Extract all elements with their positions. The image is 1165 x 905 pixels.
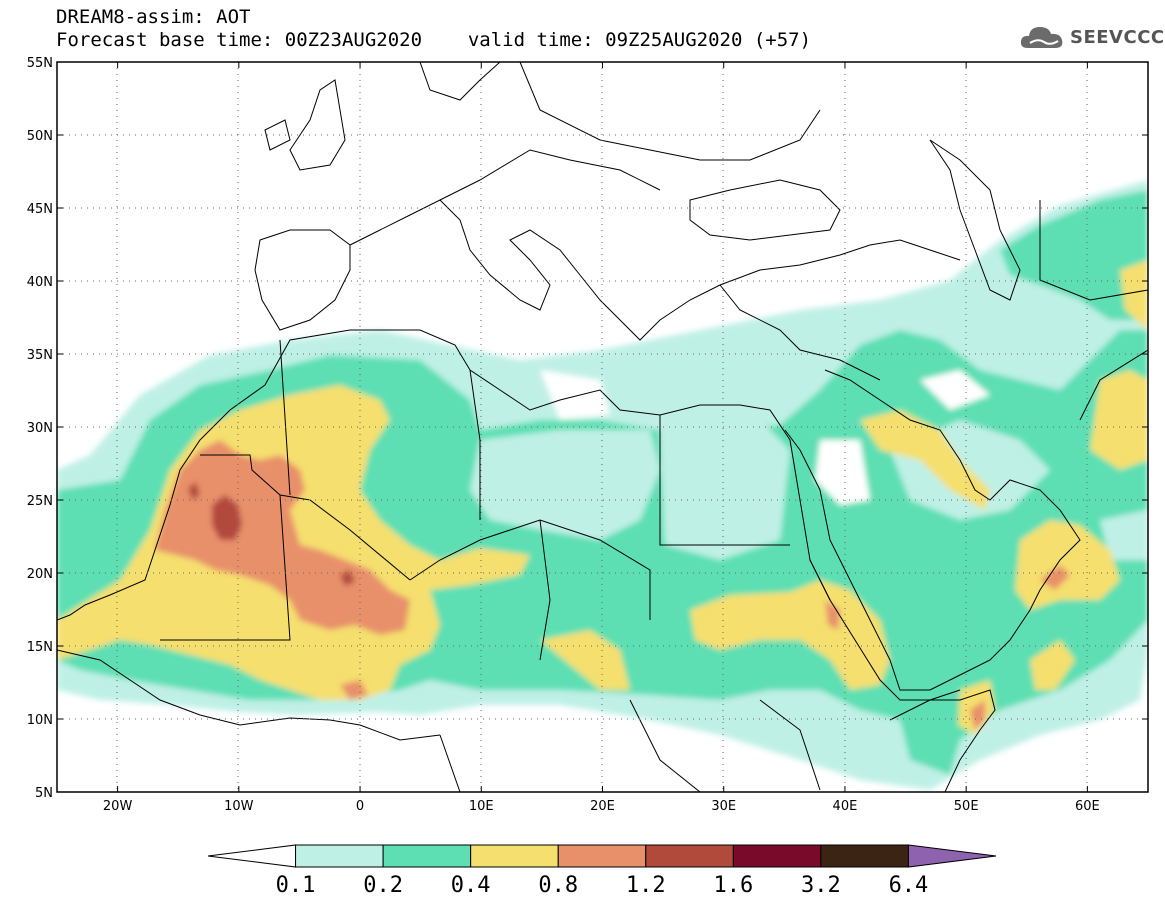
lon-tick-label: 50E (954, 799, 979, 814)
aot-contour-fields (57, 62, 1148, 792)
colorbar-swatch (382, 844, 472, 868)
lat-tick-label: 25N (27, 494, 53, 509)
colorbar-level-label: 1.2 (626, 873, 666, 898)
nile-red-sea-border (659, 415, 790, 546)
sahara-borders (160, 454, 291, 641)
iberia-coastline (254, 229, 351, 331)
aot-band-1.2 (212, 495, 242, 540)
lat-tick-label: 55N (27, 56, 53, 71)
colorbar-swatch (207, 844, 297, 868)
colorbar-level-label: 6.4 (889, 873, 929, 898)
colorbar-level-label: 0.2 (363, 873, 403, 898)
lat-axis: 55N 50N 45N 40N 35N 30N 25N 20N 15N 10N 5N (27, 56, 1148, 801)
lat-tick-label: 45N (27, 202, 53, 217)
valid-time: 09Z25AUG2020 (+57) (605, 29, 812, 51)
lat-tick-label: 5N (35, 786, 53, 801)
lon-tick-label: 30E (711, 799, 736, 814)
colorbar-swatch (557, 844, 647, 868)
scandinavia-coast (419, 62, 501, 101)
lat-tick-label: 20N (27, 567, 53, 582)
colorbar-swatch (295, 844, 384, 868)
lon-tick-label: 20W (103, 799, 133, 814)
colorbar-level-label: 3.2 (801, 873, 841, 898)
lat-tick-label: 35N (27, 348, 53, 363)
colorbar-level-label: 1.6 (713, 873, 753, 898)
forecast-base-label: Forecast base time: (56, 29, 274, 51)
lon-tick-label: 20E (590, 799, 615, 814)
lon-tick-label: 10W (224, 799, 254, 814)
coastlines-and-borders (57, 62, 1148, 792)
lat-tick-label: 40N (27, 275, 53, 290)
logo-text: SEEVCCC (1070, 26, 1165, 48)
caspian-sea (929, 139, 1021, 301)
colorbar-swatch (820, 844, 909, 868)
lat-tick-label: 15N (27, 640, 53, 655)
chart-title-block: DREAM8-assim: AOT Forecast base time: 00… (56, 6, 811, 52)
lat-tick-label: 30N (27, 421, 53, 436)
colorbar-swatch (732, 844, 822, 868)
valid-time-label: valid time: (467, 29, 594, 51)
cloud-icon (1020, 27, 1063, 48)
colorbar-swatch (907, 844, 997, 868)
time-line: Forecast base time: 00Z23AUG2020 valid t… (56, 29, 811, 52)
colorbar-level-label: 0.1 (276, 873, 316, 898)
colorbar-swatch (470, 844, 559, 868)
africa-coastline (57, 329, 996, 792)
west-africa-gulf-coast (57, 649, 441, 741)
lon-tick-label: 60E (1075, 799, 1100, 814)
chart-title: DREAM8-assim: AOT (56, 6, 251, 28)
europe-coastline (349, 199, 961, 341)
lon-tick-label: 10E (469, 799, 494, 814)
colorbar-level-label: 0.8 (538, 873, 578, 898)
lat-tick-label: 50N (27, 129, 53, 144)
aot-colorbar: 0.1 0.2 0.4 0.8 1.2 1.6 3.2 6.4 (207, 844, 997, 898)
forecast-base-time: 00Z23AUG2020 (284, 29, 423, 51)
black-sea (689, 179, 841, 241)
seevccc-logo: SEEVCCC (1018, 22, 1165, 52)
lon-axis: 20W 10W 0 10E 20E 30E 40E 50E 60E (103, 62, 1100, 814)
colorbar-level-label: 0.4 (451, 873, 491, 898)
arabia-coastline (784, 369, 1081, 691)
lon-tick-label: 40E (833, 799, 858, 814)
british-isles (264, 79, 346, 171)
colorbar-swatch (645, 844, 734, 868)
lon-tick-label: 0 (356, 799, 364, 814)
lat-tick-label: 10N (27, 713, 53, 728)
